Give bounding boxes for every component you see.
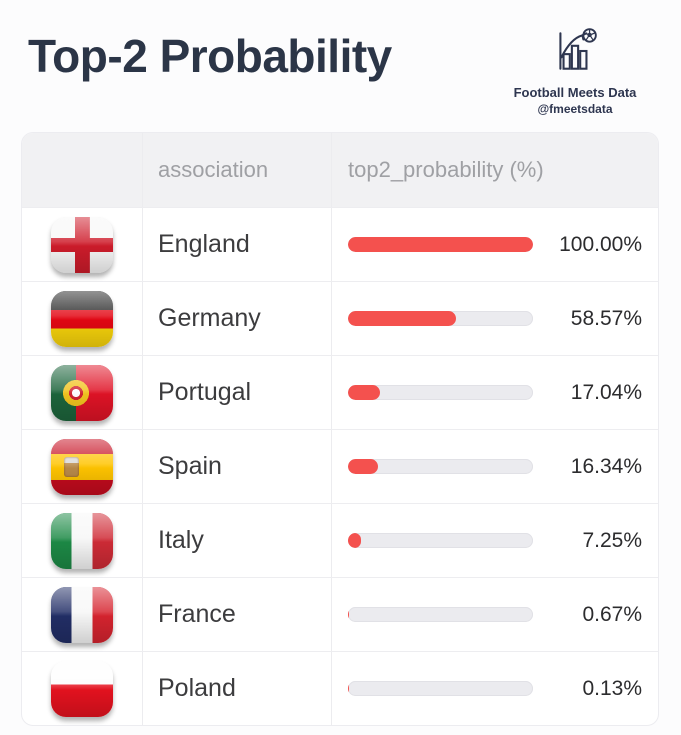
football-bar-chart-icon bbox=[550, 26, 600, 81]
probability-column-header: top2_probability (%) bbox=[331, 133, 658, 207]
italy-flag-icon bbox=[51, 512, 113, 569]
brand-name: Football Meets Data bbox=[513, 85, 637, 100]
table-header-row: association top2_probability (%) bbox=[22, 133, 658, 207]
probability-bar-track bbox=[348, 459, 533, 474]
country-name: France bbox=[142, 578, 331, 651]
probability-bar-track bbox=[348, 607, 533, 622]
table-row-spain: Spain 16.34% bbox=[22, 429, 658, 503]
country-name: Poland bbox=[142, 652, 331, 725]
table-row-france: France 0.67% bbox=[22, 577, 658, 651]
country-name: England bbox=[142, 208, 331, 281]
probability-bar-fill bbox=[348, 237, 533, 252]
country-name: Portugal bbox=[142, 356, 331, 429]
table-row-germany: Germany 58.57% bbox=[22, 281, 658, 355]
flag-column-header bbox=[22, 133, 142, 207]
england-flag-icon bbox=[51, 216, 113, 273]
country-name: Spain bbox=[142, 430, 331, 503]
page-title: Top-2 Probability bbox=[28, 30, 392, 82]
table-row-italy: Italy 7.25% bbox=[22, 503, 658, 577]
probability-value: 0.13% bbox=[582, 676, 642, 700]
probability-bar-fill bbox=[348, 385, 380, 400]
poland-flag-icon bbox=[51, 660, 113, 717]
probability-bar-track bbox=[348, 385, 533, 400]
table-row-england: England 100.00% bbox=[22, 207, 658, 281]
probability-value: 16.34% bbox=[570, 454, 642, 478]
brand-handle: @fmeetsdata bbox=[537, 102, 613, 116]
france-flag-icon bbox=[51, 586, 113, 643]
country-name: Germany bbox=[142, 282, 331, 355]
spain-flag-icon bbox=[51, 438, 113, 495]
probability-bar-track bbox=[348, 533, 533, 548]
probability-bar-fill bbox=[348, 459, 379, 474]
association-column-header: association bbox=[142, 133, 331, 207]
probability-value: 7.25% bbox=[582, 528, 642, 552]
table-row-portugal: Portugal 17.04% bbox=[22, 355, 658, 429]
page-header: Top-2 Probability Football Meets Data @f… bbox=[0, 0, 681, 116]
probability-value: 100.00% bbox=[559, 232, 642, 256]
probability-value: 0.67% bbox=[582, 602, 642, 626]
probability-bar-fill bbox=[348, 311, 457, 326]
probability-bar-track bbox=[348, 311, 533, 326]
probability-value: 58.57% bbox=[570, 306, 642, 330]
table-row-poland: Poland 0.13% bbox=[22, 651, 658, 725]
country-name: Italy bbox=[142, 504, 331, 577]
probability-value: 17.04% bbox=[570, 380, 642, 404]
germany-flag-icon bbox=[51, 290, 113, 347]
brand-block: Football Meets Data @fmeetsdata bbox=[495, 24, 655, 116]
probability-table: association top2_probability (%) England… bbox=[21, 132, 659, 726]
portugal-flag-icon bbox=[51, 364, 113, 421]
probability-bar-track bbox=[348, 237, 533, 252]
probability-bar-fill bbox=[348, 533, 362, 548]
probability-bar-fill bbox=[348, 607, 350, 622]
probability-bar-track bbox=[348, 681, 533, 696]
